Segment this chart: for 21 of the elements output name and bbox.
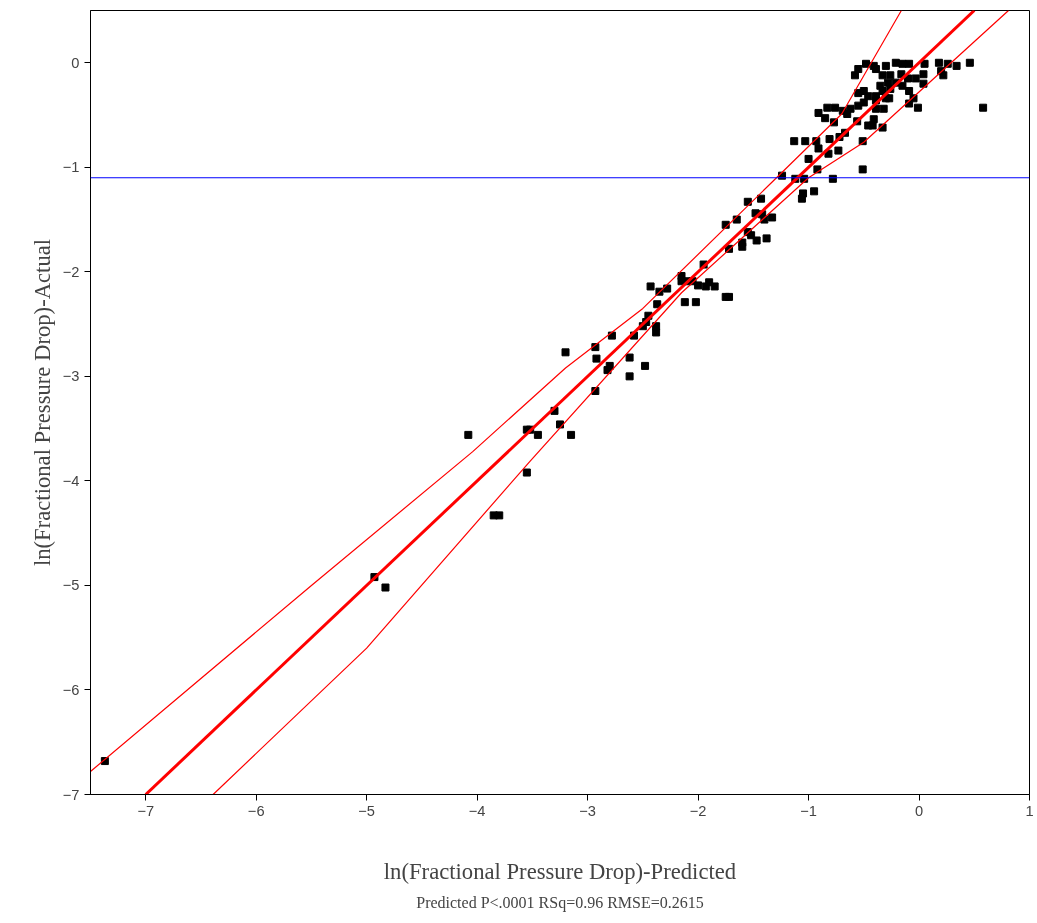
x-tick-label: −2 bbox=[689, 802, 707, 819]
x-axis-title: ln(Fractional Pressure Drop)-Predicted bbox=[383, 858, 737, 884]
y-tick-label: −4 bbox=[62, 472, 80, 489]
x-tick-label: 0 bbox=[914, 802, 924, 819]
x-tick-label: −4 bbox=[468, 802, 486, 819]
y-tick-label: −6 bbox=[62, 681, 80, 698]
y-tick-label: −1 bbox=[62, 159, 80, 176]
y-axis-title: ln(Fractional Pressure Drop)-Actual bbox=[29, 238, 55, 567]
line-series bbox=[90, 10, 902, 773]
text: Predicted P<.0001 RSq=0.96 RMSE=0.2615 bbox=[416, 893, 704, 912]
y-tick-label: −3 bbox=[62, 368, 80, 385]
y-tick-label: −5 bbox=[62, 577, 80, 594]
y-tick-label: −2 bbox=[62, 263, 80, 280]
x-tick-label: 1 bbox=[1025, 802, 1034, 819]
x-tick-label: −5 bbox=[358, 802, 376, 819]
x-tick-label: −3 bbox=[579, 802, 596, 819]
x-tick-label: −7 bbox=[137, 802, 155, 819]
x-tick-label: −6 bbox=[247, 802, 265, 819]
y-tick-label: −7 bbox=[62, 786, 80, 803]
y-tick-label: 0 bbox=[71, 54, 80, 71]
x-tick-label: −1 bbox=[800, 802, 817, 819]
